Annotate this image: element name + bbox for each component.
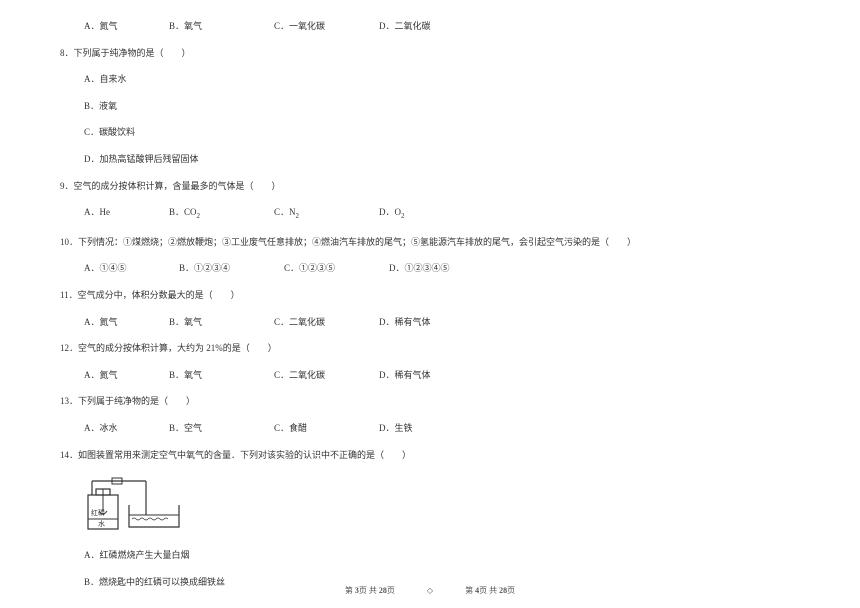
q13-opt-a: A．冰水: [84, 422, 169, 435]
q13-options: A．冰水 B．空气 C．食醋 D．生铁: [84, 422, 800, 435]
q12-opt-c: C．二氧化碳: [274, 369, 379, 382]
q9-c-sub: 2: [296, 212, 300, 220]
q12-opt-a: A．氮气: [84, 369, 169, 382]
q10-opt-b: B．①②③④: [179, 262, 284, 275]
q12-stem: 12．空气的成分按体积计算，大约为 21%的是（ ）: [60, 342, 800, 355]
q11-opt-d: D．稀有气体: [379, 316, 431, 329]
q7-options: A．氮气 B．氧气 C．一氧化碳 D．二氧化碳: [84, 20, 800, 33]
footer-right: 第 4页 共 28页: [465, 586, 515, 595]
q11-opt-b: B．氧气: [169, 316, 274, 329]
q10-opt-a: A．①④⑤: [84, 262, 179, 275]
q14-opt-a: A．红磷燃烧产生大量白烟: [84, 549, 800, 562]
footer-left: 第 3页 共 28页: [345, 586, 397, 595]
q13-opt-d: D．生铁: [379, 422, 413, 435]
q11-opt-a: A．氮气: [84, 316, 169, 329]
q8-opt-c: C．碳酸饮料: [84, 126, 800, 139]
q9-d-sub: 2: [401, 212, 405, 220]
q8-stem: 8．下列属于纯净物的是（ ）: [60, 47, 800, 60]
footer-symbol: ◇: [427, 586, 433, 595]
q9-opt-a: A．He: [84, 206, 169, 222]
q10-stem: 10．下列情况：①煤燃烧；②燃放鞭炮；③工业废气任意排放；④燃油汽车排放的尾气；…: [60, 236, 800, 249]
q13-opt-b: B．空气: [169, 422, 274, 435]
q14-stem: 14．如图装置常用来测定空气中氧气的含量．下列对该实验的认识中不正确的是（ ）: [60, 449, 800, 462]
q9-opt-d: D．O2: [379, 206, 405, 222]
q13-opt-c: C．食醋: [274, 422, 379, 435]
q14-diagram: 红磷 水: [84, 475, 184, 535]
q7-opt-c: C．一氧化碳: [274, 20, 379, 33]
q8-opt-b: B．液氧: [84, 100, 800, 113]
q7-opt-d: D．二氧化碳: [379, 20, 431, 33]
q10-opt-d: D．①②③④⑤: [389, 262, 450, 275]
q9-stem: 9．空气的成分按体积计算，含量最多的气体是（ ）: [60, 180, 800, 193]
q9-d-pre: D．O: [379, 207, 401, 217]
q9-options: A．He B．CO2 C．N2 D．O2: [84, 206, 800, 222]
q9-b-sub: 2: [197, 212, 201, 220]
q8-opt-a: A．自来水: [84, 73, 800, 86]
q11-opt-c: C．二氧化碳: [274, 316, 379, 329]
q11-stem: 11．空气成分中，体积分数最大的是（ ）: [60, 289, 800, 302]
q13-stem: 13．下列属于纯净物的是（ ）: [60, 395, 800, 408]
q12-options: A．氮气 B．氧气 C．二氧化碳 D．稀有气体: [84, 369, 800, 382]
page-footer: 第 3页 共 28页 ◇ 第 4页 共 28页: [0, 585, 860, 596]
q7-opt-b: B．氧气: [169, 20, 274, 33]
q10-opt-c: C．①②③⑤: [284, 262, 389, 275]
q11-options: A．氮气 B．氧气 C．二氧化碳 D．稀有气体: [84, 316, 800, 329]
q9-opt-b: B．CO2: [169, 206, 274, 222]
q12-opt-d: D．稀有气体: [379, 369, 431, 382]
q12-opt-b: B．氧气: [169, 369, 274, 382]
q9-c-pre: C．N: [274, 207, 296, 217]
diagram-label-phosphorus: 红磷: [91, 508, 105, 517]
q9-opt-c: C．N2: [274, 206, 379, 222]
q8-opt-d: D．加热高锰酸钾后残留固体: [84, 153, 800, 166]
q9-b-pre: B．CO: [169, 207, 197, 217]
q10-options: A．①④⑤ B．①②③④ C．①②③⑤ D．①②③④⑤: [84, 262, 800, 275]
diagram-label-water: 水: [98, 519, 105, 528]
q7-opt-a: A．氮气: [84, 20, 169, 33]
